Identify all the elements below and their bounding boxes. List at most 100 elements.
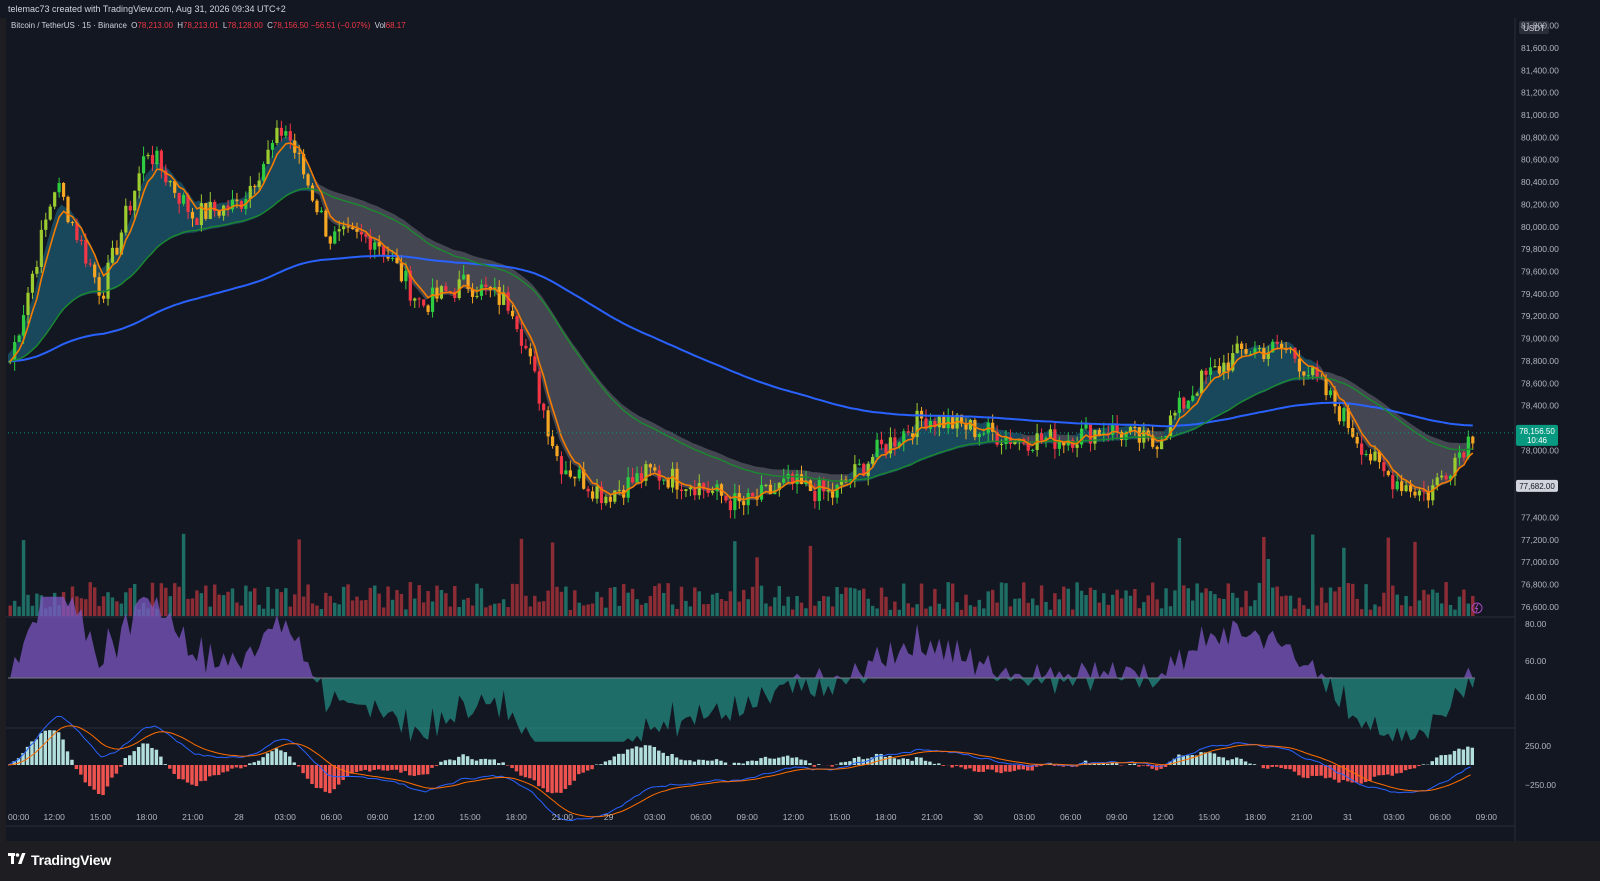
volume-bar bbox=[475, 583, 479, 616]
macd-line bbox=[7, 716, 1471, 822]
macd-histogram-bar bbox=[1177, 754, 1181, 765]
macd-histogram-bar bbox=[1203, 752, 1208, 765]
volume-bar bbox=[679, 586, 684, 616]
cloud-band-group bbox=[8, 136, 1471, 503]
candle-body bbox=[426, 305, 430, 312]
macd-histogram-bar bbox=[688, 760, 692, 765]
price-tick-label: 79,600.00 bbox=[1521, 267, 1559, 277]
candle-body bbox=[1395, 481, 1399, 490]
volume-bar bbox=[870, 605, 875, 616]
volume-bar bbox=[1004, 583, 1008, 616]
macd-histogram-bar bbox=[30, 741, 34, 765]
candle-body bbox=[1248, 353, 1253, 355]
candle-body bbox=[1062, 441, 1066, 446]
candle-body bbox=[1275, 341, 1279, 344]
candle-body bbox=[342, 226, 346, 230]
candle-body bbox=[1057, 441, 1061, 449]
candle-body bbox=[1297, 358, 1302, 372]
lightning-icon bbox=[1471, 602, 1483, 614]
volume-bar bbox=[12, 600, 17, 616]
candle-body bbox=[377, 242, 381, 247]
macd-histogram-bar bbox=[372, 765, 376, 771]
candle-body bbox=[230, 199, 235, 210]
volume-bar bbox=[586, 604, 590, 616]
volume-bar bbox=[1137, 608, 1142, 616]
candle-body bbox=[684, 489, 688, 491]
volume-bar bbox=[1275, 586, 1279, 616]
volume-bar bbox=[75, 596, 79, 616]
candle-body bbox=[324, 210, 328, 237]
price-tick-label: 78,000.00 bbox=[1521, 445, 1559, 455]
volume-bar bbox=[1328, 587, 1333, 616]
macd-histogram-bar bbox=[937, 763, 941, 765]
volume-bar bbox=[919, 583, 924, 616]
volume-bar bbox=[550, 542, 555, 616]
volume-bar bbox=[1057, 599, 1062, 616]
volume-bar bbox=[484, 607, 488, 616]
macd-histogram-bar bbox=[608, 760, 612, 765]
macd-histogram-bar bbox=[1150, 765, 1154, 769]
macd-histogram-bar bbox=[1266, 765, 1270, 769]
macd-histogram-bar bbox=[568, 765, 572, 786]
macd-histogram-bar bbox=[1270, 765, 1274, 767]
candle-body bbox=[1377, 451, 1382, 463]
time-tick-label: 03:00 bbox=[1014, 812, 1036, 822]
macd-histogram-bar bbox=[857, 756, 861, 765]
macd-histogram-bar bbox=[697, 759, 701, 765]
macd-histogram-bar bbox=[1279, 765, 1283, 769]
time-tick-label: 18:00 bbox=[136, 812, 158, 822]
macd-histogram-bar bbox=[1399, 765, 1403, 773]
cloud-band bbox=[314, 178, 849, 503]
volume-bar bbox=[1097, 602, 1102, 616]
volume-bar bbox=[221, 595, 226, 616]
macd-histogram-bar bbox=[1208, 752, 1212, 765]
macd-histogram-bar bbox=[741, 763, 745, 765]
candle-body bbox=[413, 298, 417, 301]
macd-histogram-bar bbox=[101, 765, 105, 796]
candle-body bbox=[39, 229, 43, 267]
legend-high-label: H bbox=[177, 21, 183, 30]
candle-body bbox=[297, 152, 301, 154]
volume-bar bbox=[635, 599, 639, 616]
candle-body bbox=[168, 181, 172, 183]
volume-bar bbox=[1404, 595, 1408, 616]
candle-body bbox=[270, 143, 275, 150]
marker-price-label: 77,682.00 bbox=[1519, 482, 1555, 491]
volume-bar bbox=[1431, 589, 1435, 616]
macd-histogram-bar bbox=[612, 756, 617, 765]
candle-body bbox=[13, 342, 17, 362]
candle-body bbox=[746, 492, 750, 506]
macd-histogram-bar bbox=[959, 765, 963, 768]
price-tick-label: 81,000.00 bbox=[1521, 110, 1559, 120]
volume-bar bbox=[470, 605, 475, 616]
macd-histogram-bar bbox=[70, 759, 74, 765]
macd-histogram-bar bbox=[745, 761, 750, 765]
macd-histogram-bar bbox=[648, 745, 652, 765]
candle-body bbox=[724, 495, 728, 501]
candle-body bbox=[635, 473, 639, 483]
candle-body bbox=[648, 464, 652, 468]
macd-histogram-bar bbox=[314, 765, 319, 789]
time-tick-label: 29 bbox=[604, 812, 614, 822]
macd-histogram-bar bbox=[1319, 765, 1323, 776]
candle-body bbox=[777, 482, 781, 490]
macd-histogram-bar bbox=[1394, 765, 1399, 774]
candle-body bbox=[1417, 490, 1422, 496]
candle-body bbox=[1391, 475, 1395, 490]
candle-body bbox=[1044, 437, 1048, 441]
macd-histogram-bar bbox=[39, 733, 43, 765]
candle-body bbox=[8, 361, 12, 363]
candle-body bbox=[1137, 427, 1141, 443]
price-tick-label: 81,800.00 bbox=[1521, 21, 1559, 31]
tradingview-brand[interactable]: TradingView bbox=[8, 852, 111, 868]
volume-bar bbox=[724, 601, 728, 616]
macd-histogram-bar bbox=[599, 764, 603, 765]
candle-body bbox=[319, 210, 324, 213]
candle-body bbox=[942, 416, 946, 429]
rsi-tick-label: 80.00 bbox=[1525, 619, 1547, 629]
macd-histogram-bar bbox=[768, 758, 772, 765]
macd-histogram-bar bbox=[385, 765, 390, 771]
macd-histogram-bar bbox=[537, 765, 541, 787]
macd-histogram-bar bbox=[194, 765, 199, 787]
